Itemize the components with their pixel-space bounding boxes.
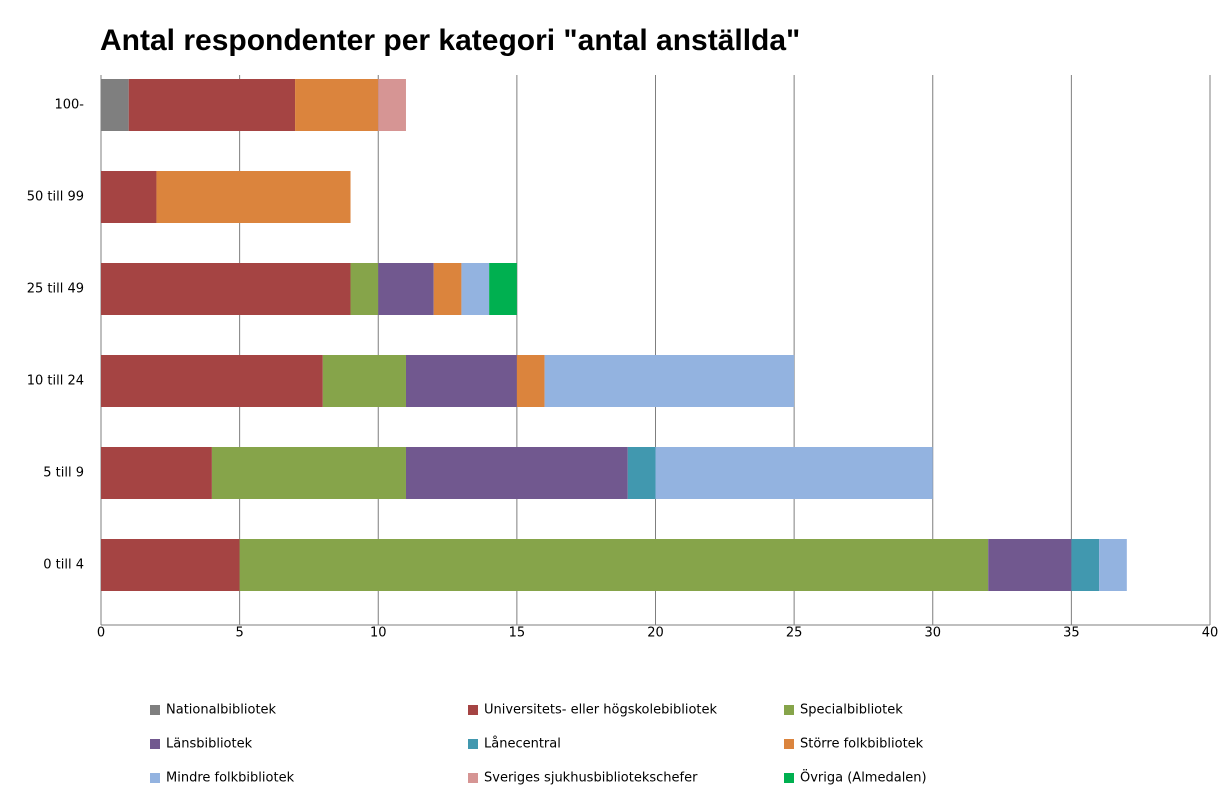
legend-label: Specialbibliotek <box>800 703 903 718</box>
legend-label: Länsbibliotek <box>166 737 253 752</box>
legend-swatch <box>468 739 478 749</box>
bar-segment <box>101 539 240 591</box>
bar-segment <box>988 539 1072 591</box>
bar-segment <box>239 539 989 591</box>
bar-segment <box>350 263 379 315</box>
x-tick-label: 40 <box>1202 626 1219 641</box>
legend-label: Övriga (Almedalen) <box>800 769 927 786</box>
bar-segment <box>101 355 323 407</box>
x-tick-label: 35 <box>1063 626 1080 641</box>
x-tick-label: 20 <box>647 626 664 641</box>
bar-segment <box>211 447 406 499</box>
bar-segment <box>516 355 545 407</box>
bar-segment <box>295 79 379 131</box>
bar-segment <box>655 447 933 499</box>
legend-swatch <box>150 773 160 783</box>
y-tick-label: 5 till 9 <box>43 466 84 481</box>
bar-segment <box>433 263 462 315</box>
x-tick-label: 10 <box>370 626 387 641</box>
legend-label: Större folkbibliotek <box>800 737 924 752</box>
legend-swatch <box>784 705 794 715</box>
y-tick-label: 10 till 24 <box>27 374 84 389</box>
y-tick-label: 0 till 4 <box>43 558 84 573</box>
x-tick-label: 5 <box>235 626 243 641</box>
y-tick-label: 100- <box>54 98 84 113</box>
legend-swatch <box>150 739 160 749</box>
bar-segment <box>378 79 406 131</box>
y-tick-label: 50 till 99 <box>27 190 84 205</box>
bar-segment <box>101 171 157 223</box>
bar-segment <box>627 447 656 499</box>
bar-segment <box>156 171 351 223</box>
bar-segment <box>101 447 212 499</box>
bar-segment <box>544 355 795 407</box>
bar-segment <box>101 263 351 315</box>
legend-swatch <box>468 773 478 783</box>
x-tick-label: 30 <box>924 626 941 641</box>
x-tick-label: 0 <box>97 626 105 641</box>
legend-swatch <box>468 705 478 715</box>
legend-swatch <box>150 705 160 715</box>
bar-segment <box>461 263 490 315</box>
chart-title: Antal respondenter per kategori "antal a… <box>100 24 800 57</box>
bar-segment <box>128 79 296 131</box>
legend-label: Universitets- eller högskolebibliotek <box>484 703 718 718</box>
legend-swatch <box>784 739 794 749</box>
bar-segment <box>405 355 517 407</box>
bar-segment <box>405 447 628 499</box>
y-tick-label: 25 till 49 <box>27 282 84 297</box>
bar-segment <box>322 355 406 407</box>
bar-segment <box>1071 539 1100 591</box>
bar-segment <box>101 79 129 131</box>
bar-segment <box>489 263 517 315</box>
bar-segment <box>378 263 434 315</box>
bar-segment <box>1099 539 1127 591</box>
legend-label: Mindre folkbibliotek <box>166 771 295 786</box>
x-tick-label: 15 <box>509 626 526 641</box>
x-tick-label: 25 <box>786 626 803 641</box>
legend-label: Nationalbibliotek <box>166 703 277 718</box>
legend-label: Sveriges sjukhusbibliotekschefer <box>484 771 698 786</box>
legend-label: Lånecentral <box>484 737 561 752</box>
legend-swatch <box>784 773 794 783</box>
